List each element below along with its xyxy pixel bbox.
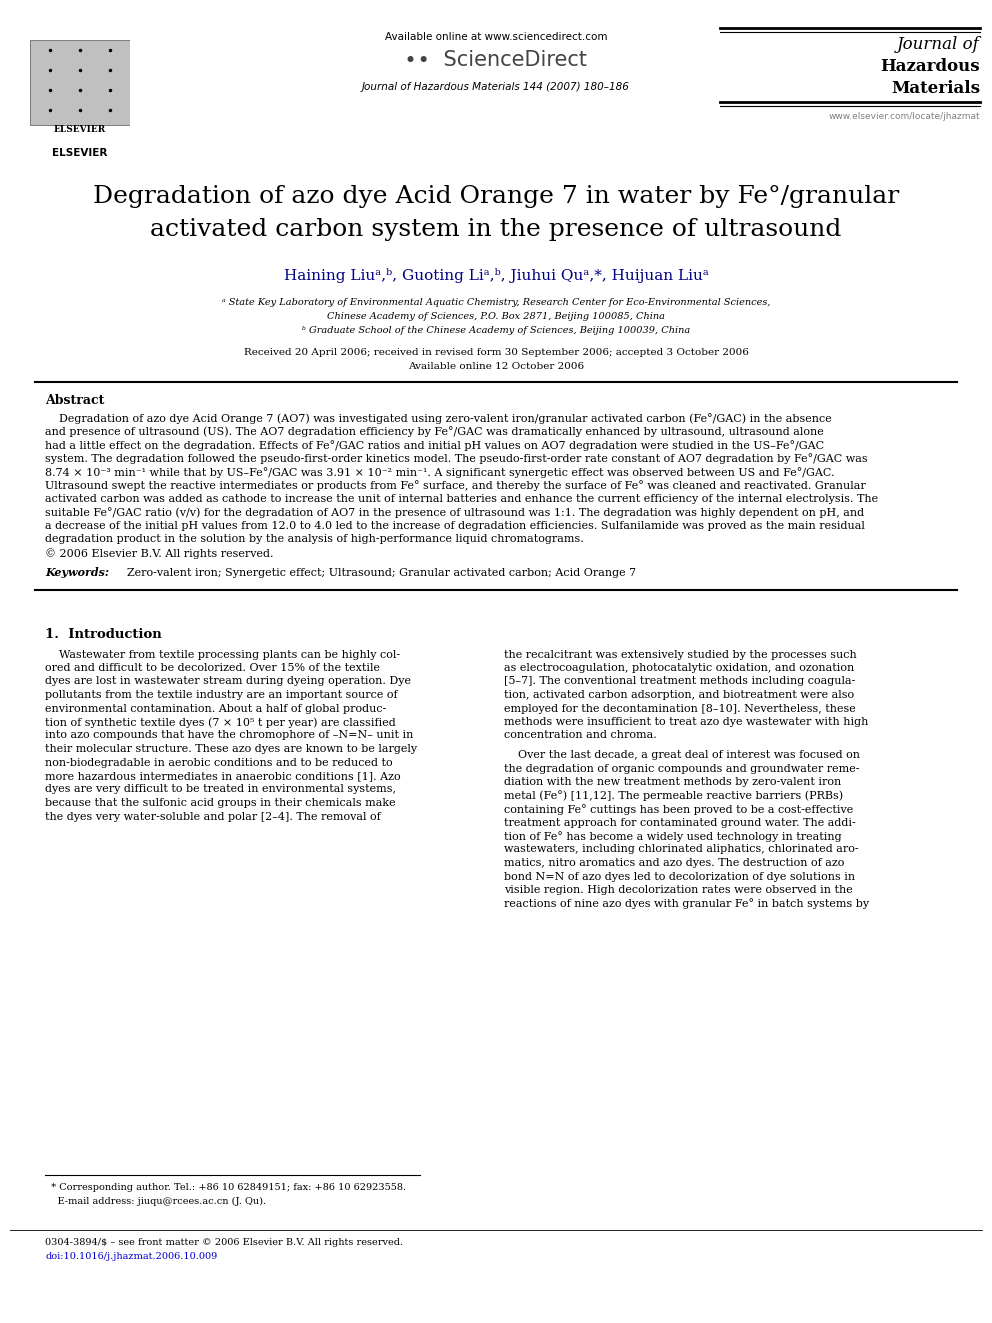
Text: more hazardous intermediates in anaerobic conditions [1]. Azo: more hazardous intermediates in anaerobi…: [45, 771, 401, 781]
Text: tion of synthetic textile dyes (7 × 10⁵ t per year) are classified: tion of synthetic textile dyes (7 × 10⁵ …: [45, 717, 396, 728]
Text: degradation product in the solution by the analysis of high-performance liquid c: degradation product in the solution by t…: [45, 534, 583, 545]
Text: 1.  Introduction: 1. Introduction: [45, 627, 162, 640]
Text: Over the last decade, a great deal of interest was focused on: Over the last decade, a great deal of in…: [504, 750, 860, 759]
Text: environmental contamination. About a half of global produc-: environmental contamination. About a hal…: [45, 704, 386, 713]
Text: Degradation of azo dye Acid Orange 7 in water by Fe°/granular: Degradation of azo dye Acid Orange 7 in …: [93, 185, 899, 208]
Text: Journal of Hazardous Materials 144 (2007) 180–186: Journal of Hazardous Materials 144 (2007…: [362, 82, 630, 93]
Text: as electrocoagulation, photocatalytic oxidation, and ozonation: as electrocoagulation, photocatalytic ox…: [504, 663, 854, 673]
Text: [5–7]. The conventional treatment methods including coagula-: [5–7]. The conventional treatment method…: [504, 676, 855, 687]
Text: © 2006 Elsevier B.V. All rights reserved.: © 2006 Elsevier B.V. All rights reserved…: [45, 548, 274, 558]
Text: dyes are lost in wastewater stream during dyeing operation. Dye: dyes are lost in wastewater stream durin…: [45, 676, 411, 687]
Text: their molecular structure. These azo dyes are known to be largely: their molecular structure. These azo dye…: [45, 744, 417, 754]
Text: Wastewater from textile processing plants can be highly col-: Wastewater from textile processing plant…: [45, 650, 400, 659]
Text: the recalcitrant was extensively studied by the processes such: the recalcitrant was extensively studied…: [504, 650, 857, 659]
Text: Haining Liuᵃ,ᵇ, Guoting Liᵃ,ᵇ, Jiuhui Quᵃ,*, Huijuan Liuᵃ: Haining Liuᵃ,ᵇ, Guoting Liᵃ,ᵇ, Jiuhui Qu…: [284, 269, 708, 283]
Text: ored and difficult to be decolorized. Over 15% of the textile: ored and difficult to be decolorized. Ov…: [45, 663, 380, 673]
Text: into azo compounds that have the chromophore of –N=N– unit in: into azo compounds that have the chromop…: [45, 730, 414, 741]
Text: concentration and chroma.: concentration and chroma.: [504, 730, 657, 741]
Text: ELSEVIER: ELSEVIER: [53, 148, 108, 157]
Text: and presence of ultrasound (US). The AO7 degradation efficiency by Fe°/GAC was d: and presence of ultrasound (US). The AO7…: [45, 426, 823, 438]
Text: Materials: Materials: [891, 79, 980, 97]
Text: suitable Fe°/GAC ratio (v/v) for the degradation of AO7 in the presence of ultra: suitable Fe°/GAC ratio (v/v) for the deg…: [45, 508, 864, 519]
Text: the degradation of organic compounds and groundwater reme-: the degradation of organic compounds and…: [504, 763, 859, 774]
Text: www.elsevier.com/locate/jhazmat: www.elsevier.com/locate/jhazmat: [828, 112, 980, 120]
Text: bond N=N of azo dyes led to decolorization of dye solutions in: bond N=N of azo dyes led to decolorizati…: [504, 872, 855, 881]
Text: wastewaters, including chlorinated aliphatics, chlorinated aro-: wastewaters, including chlorinated aliph…: [504, 844, 859, 855]
Text: activated carbon system in the presence of ultrasound: activated carbon system in the presence …: [151, 218, 841, 241]
Text: metal (Fe°) [11,12]. The permeable reactive barriers (PRBs): metal (Fe°) [11,12]. The permeable react…: [504, 791, 843, 802]
Text: a decrease of the initial pH values from 12.0 to 4.0 led to the increase of degr: a decrease of the initial pH values from…: [45, 521, 865, 531]
Text: Ultrasound swept the reactive intermediates or products from Fe° surface, and th: Ultrasound swept the reactive intermedia…: [45, 480, 866, 491]
Text: visible region. High decolorization rates were observed in the: visible region. High decolorization rate…: [504, 885, 853, 894]
Text: Degradation of azo dye Acid Orange 7 (AO7) was investigated using zero-valent ir: Degradation of azo dye Acid Orange 7 (AO…: [45, 413, 831, 423]
Text: E-mail address: jiuqu@rcees.ac.cn (J. Qu).: E-mail address: jiuqu@rcees.ac.cn (J. Qu…: [45, 1197, 266, 1207]
Text: tion of Fe° has become a widely used technology in treating: tion of Fe° has become a widely used tec…: [504, 831, 841, 841]
Text: pollutants from the textile industry are an important source of: pollutants from the textile industry are…: [45, 691, 398, 700]
Text: Chinese Academy of Sciences, P.O. Box 2871, Beijing 100085, China: Chinese Academy of Sciences, P.O. Box 28…: [327, 312, 665, 321]
Text: Available online 12 October 2006: Available online 12 October 2006: [408, 363, 584, 370]
Text: Zero-valent iron; Synergetic effect; Ultrasound; Granular activated carbon; Acid: Zero-valent iron; Synergetic effect; Ult…: [120, 568, 636, 578]
Text: containing Fe° cuttings has been proved to be a cost-effective: containing Fe° cuttings has been proved …: [504, 804, 853, 815]
Text: Journal of: Journal of: [897, 36, 980, 53]
Text: the dyes very water-soluble and polar [2–4]. The removal of: the dyes very water-soluble and polar [2…: [45, 811, 381, 822]
Bar: [30, 40, 130, 124]
Text: Available online at www.sciencedirect.com: Available online at www.sciencedirect.co…: [385, 32, 607, 42]
Text: Hazardous: Hazardous: [880, 58, 980, 75]
Text: dyes are very difficult to be treated in environmental systems,: dyes are very difficult to be treated in…: [45, 785, 396, 795]
Text: activated carbon was added as cathode to increase the unit of internal batteries: activated carbon was added as cathode to…: [45, 493, 878, 504]
Text: Keywords:: Keywords:: [45, 568, 109, 578]
Text: treatment approach for contaminated ground water. The addi-: treatment approach for contaminated grou…: [504, 818, 856, 827]
Text: 0304-3894/$ – see front matter © 2006 Elsevier B.V. All rights reserved.: 0304-3894/$ – see front matter © 2006 El…: [45, 1238, 403, 1248]
Text: non-biodegradable in aerobic conditions and to be reduced to: non-biodegradable in aerobic conditions …: [45, 758, 393, 767]
Text: because that the sulfonic acid groups in their chemicals make: because that the sulfonic acid groups in…: [45, 798, 396, 808]
Text: * Corresponding author. Tel.: +86 10 62849151; fax: +86 10 62923558.: * Corresponding author. Tel.: +86 10 628…: [45, 1183, 406, 1192]
Text: matics, nitro aromatics and azo dyes. The destruction of azo: matics, nitro aromatics and azo dyes. Th…: [504, 859, 844, 868]
Text: system. The degradation followed the pseudo-first-order kinetics model. The pseu: system. The degradation followed the pse…: [45, 454, 868, 464]
Text: had a little effect on the degradation. Effects of Fe°/GAC ratios and initial pH: had a little effect on the degradation. …: [45, 441, 824, 451]
Text: tion, activated carbon adsorption, and biotreatment were also: tion, activated carbon adsorption, and b…: [504, 691, 854, 700]
Text: ᵃ State Key Laboratory of Environmental Aquatic Chemistry, Research Center for E: ᵃ State Key Laboratory of Environmental …: [222, 298, 770, 307]
Text: Received 20 April 2006; received in revised form 30 September 2006; accepted 3 O: Received 20 April 2006; received in revi…: [244, 348, 748, 357]
Text: doi:10.1016/j.jhazmat.2006.10.009: doi:10.1016/j.jhazmat.2006.10.009: [45, 1252, 217, 1261]
Text: ᵇ Graduate School of the Chinese Academy of Sciences, Beijing 100039, China: ᵇ Graduate School of the Chinese Academy…: [302, 325, 690, 335]
Text: ELSEVIER: ELSEVIER: [54, 124, 106, 134]
Text: ∙∙  ScienceDirect: ∙∙ ScienceDirect: [405, 50, 587, 70]
Text: diation with the new treatment methods by zero-valent iron: diation with the new treatment methods b…: [504, 777, 841, 787]
Text: reactions of nine azo dyes with granular Fe° in batch systems by: reactions of nine azo dyes with granular…: [504, 898, 869, 909]
Text: methods were insufficient to treat azo dye wastewater with high: methods were insufficient to treat azo d…: [504, 717, 868, 728]
Text: employed for the decontamination [8–10]. Nevertheless, these: employed for the decontamination [8–10].…: [504, 704, 856, 713]
Text: 8.74 × 10⁻³ min⁻¹ while that by US–Fe°/GAC was 3.91 × 10⁻² min⁻¹. A significant : 8.74 × 10⁻³ min⁻¹ while that by US–Fe°/G…: [45, 467, 834, 478]
Text: Abstract: Abstract: [45, 394, 104, 407]
